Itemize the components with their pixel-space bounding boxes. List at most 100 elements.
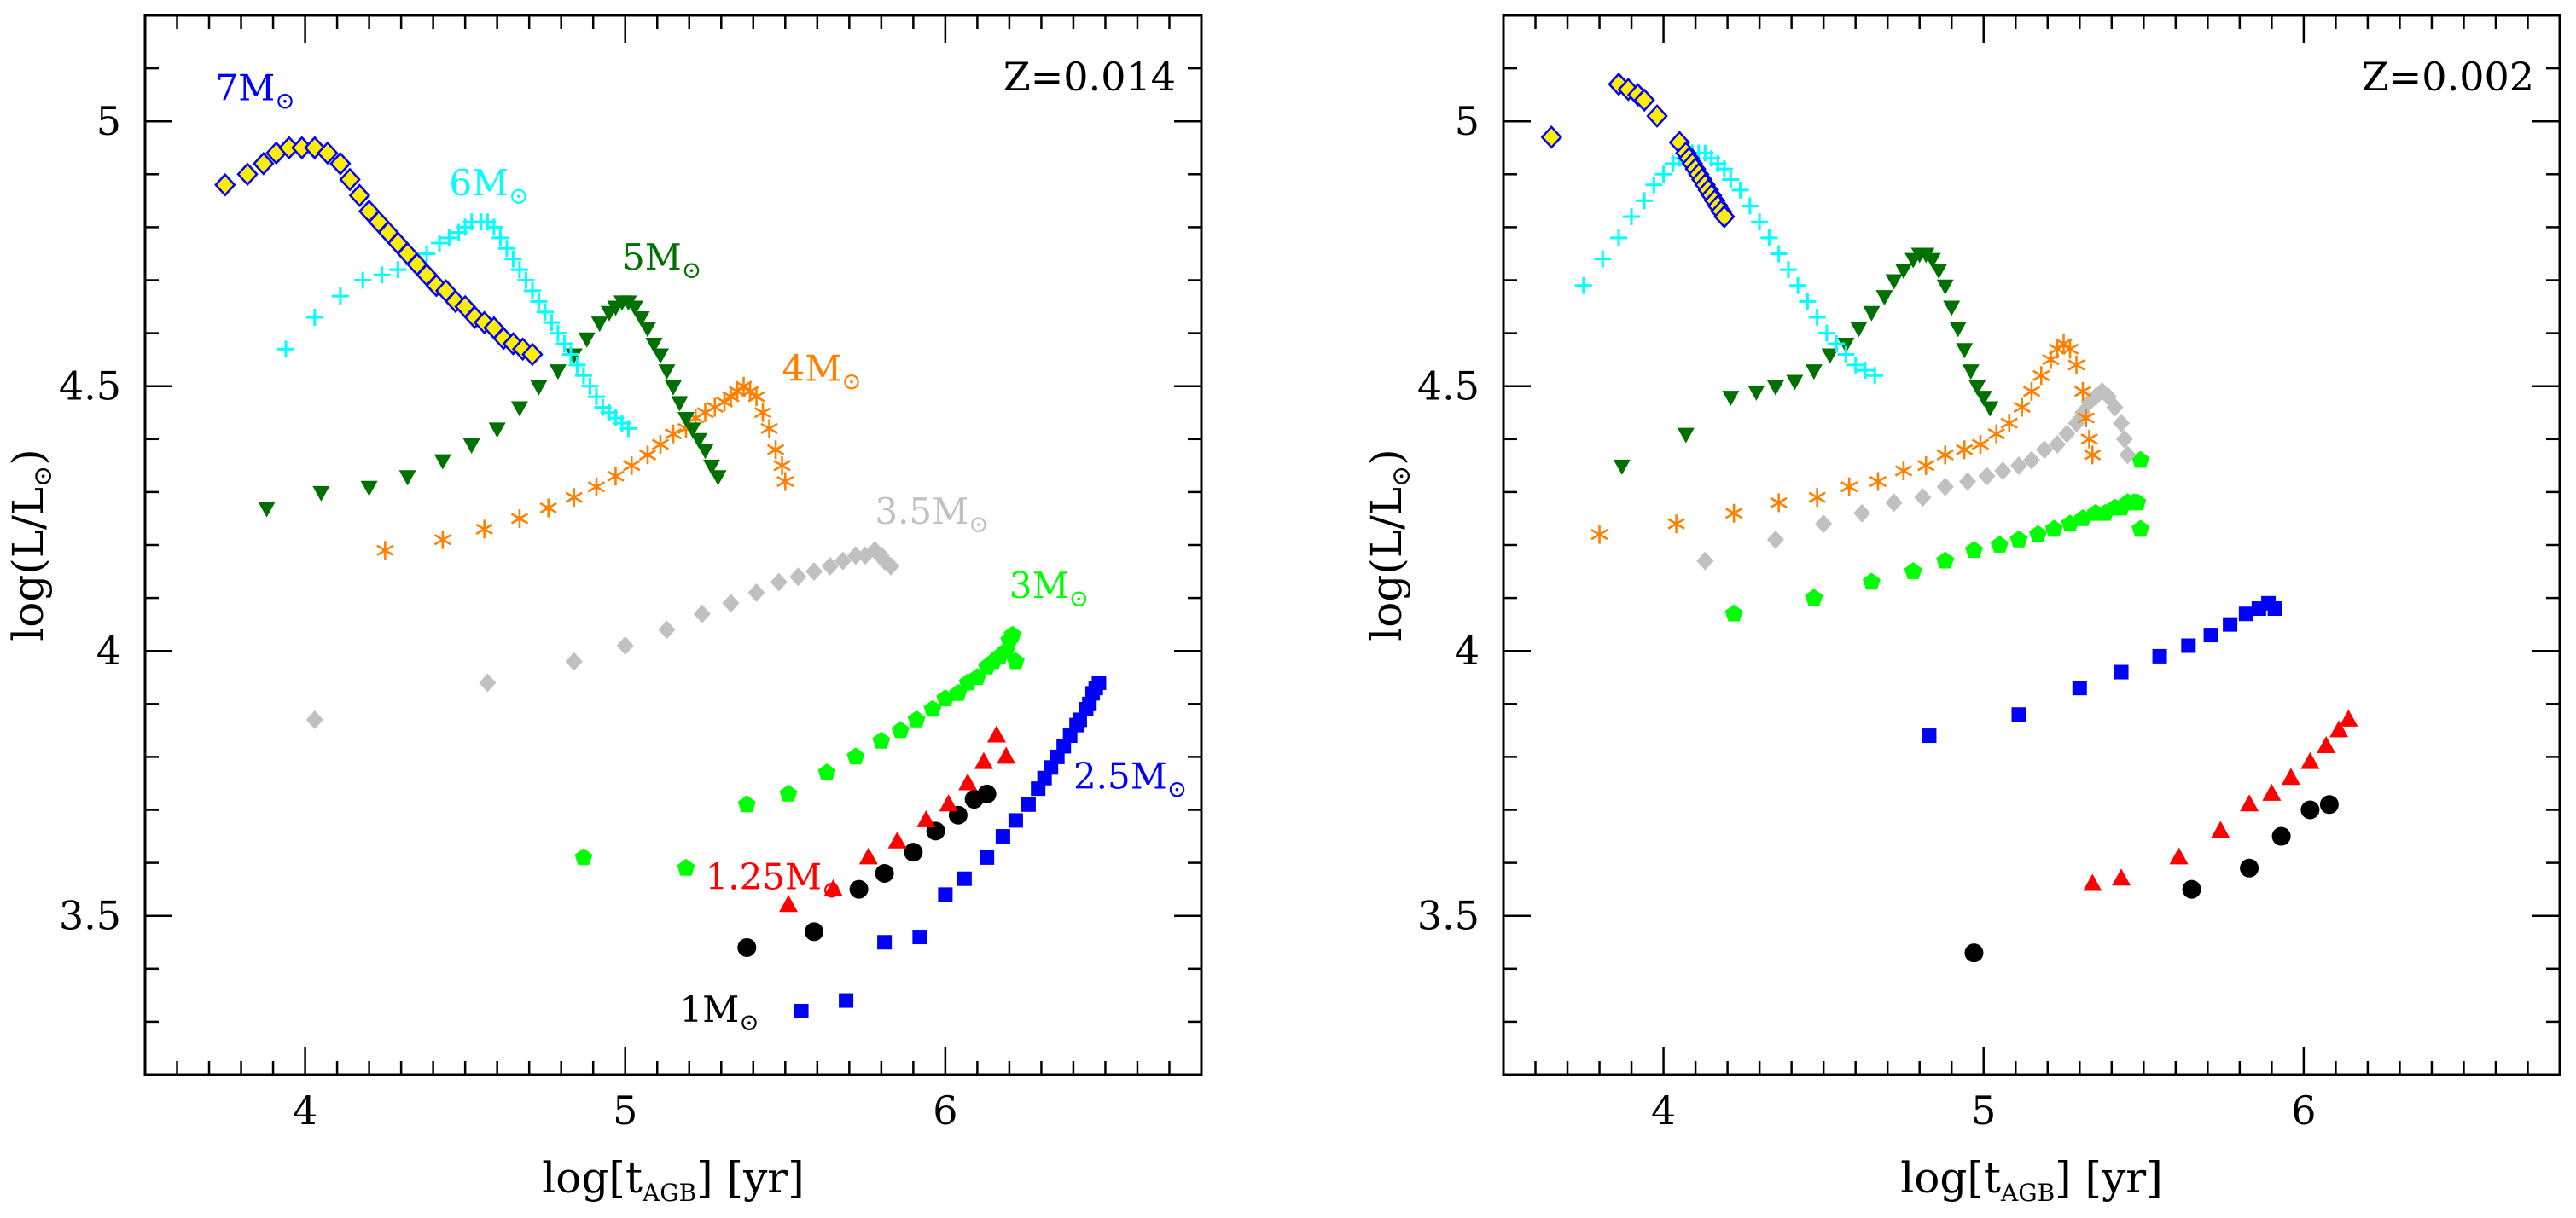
data-point [2112,868,2131,886]
data-point [578,332,596,348]
data-point [1770,245,1788,263]
data-point [632,310,650,327]
data-point [2077,408,2095,427]
data-point [958,773,978,791]
data-point [549,364,567,380]
data-point [510,261,528,279]
data-point [753,403,772,422]
data-point [521,342,544,367]
data-point [664,424,683,444]
data-point [1594,250,1612,268]
data-point [1799,293,1817,310]
data-point [671,396,689,412]
data-point [703,459,721,475]
data-point [317,141,339,165]
data-point [331,287,349,305]
x-axis-label: log[tAGB] [yr] [542,1153,804,1207]
data-point [737,795,756,813]
data-point [1646,104,1668,128]
data-point [2061,339,2079,359]
data-point [1741,197,1759,215]
data-point [2036,440,2054,460]
data-point [2072,681,2087,696]
y-axis-label: log(L/L⊙) [3,449,58,641]
data-point [2281,768,2300,786]
data-point [1856,362,1874,380]
data-point [1574,276,1592,294]
data-point [2073,509,2092,526]
data-point [2238,606,2253,622]
data-point [665,380,682,396]
data-point [1805,364,1823,380]
y-tick-label: 4 [1455,628,1480,674]
data-point [872,731,891,749]
data-point [2240,858,2259,878]
data-point [1922,728,1937,744]
data-point [587,388,605,406]
data-point [1994,461,2012,481]
series-3_5M [1696,381,2137,571]
x-tick-label: 5 [613,1088,637,1134]
data-point [766,440,785,460]
data-point [2339,709,2358,727]
data-point [587,477,606,496]
data-point [1930,264,1948,280]
data-point [821,556,839,576]
data-point [1923,252,1941,269]
data-point [1610,229,1628,246]
data-point [846,747,865,765]
data-point [1978,467,1996,486]
data-point [747,583,765,602]
data-point [536,303,554,321]
data-point [1713,205,1736,229]
data-point [1667,514,1685,534]
data-point [1633,88,1655,113]
data-point [510,508,529,528]
data-point [555,335,573,353]
data-point [846,546,864,566]
y-tick-label: 5 [96,98,121,144]
data-point [823,879,843,896]
data-point [431,235,449,252]
data-point [1654,165,1672,183]
data-point [1724,503,1743,523]
data-point [907,710,926,728]
data-point [2083,873,2102,891]
x-tick-label: 4 [293,1088,317,1134]
data-point [1894,461,1913,481]
data-point [2211,821,2230,838]
solar-mass-symbol: ⊙ [275,86,294,114]
data-point [1636,192,1654,210]
series-1M [1964,795,2339,963]
data-point [1885,493,1903,513]
data-point [2181,638,2196,653]
data-point [997,746,1016,764]
data-point [839,993,854,1008]
series-label: 1.25M⊙ [706,856,842,904]
data-point [1623,207,1641,225]
data-point [1914,488,1932,508]
series-3_5M [305,541,900,729]
data-point [1715,160,1733,178]
data-point [1808,308,1826,326]
data-point [305,710,323,729]
data-point [2009,455,2027,475]
x-axis-label-main: log[t [1900,1153,2001,1203]
series-6M [277,213,637,438]
series-label: 4M⊙ [782,347,862,395]
data-point [214,172,236,197]
data-point [916,809,936,827]
data-point [565,652,583,671]
data-point [1021,797,1036,812]
data-point [565,488,583,508]
axis-ticks [1502,14,2561,1076]
series-1_25M [2083,709,2358,891]
chart-panel-2: 4 5 6 3.5 4 4.5 5 log[tAGB] [yr] log(L/L⊙) Z=0.00… [1362,14,2561,1207]
data-point [1866,367,1884,385]
y-axis-label-close: ) [1362,449,1411,466]
series-label-mass: 6M [449,162,509,204]
data-point [504,250,522,268]
data-point [510,401,528,417]
data-point [2317,735,2336,753]
data-point [568,356,586,374]
